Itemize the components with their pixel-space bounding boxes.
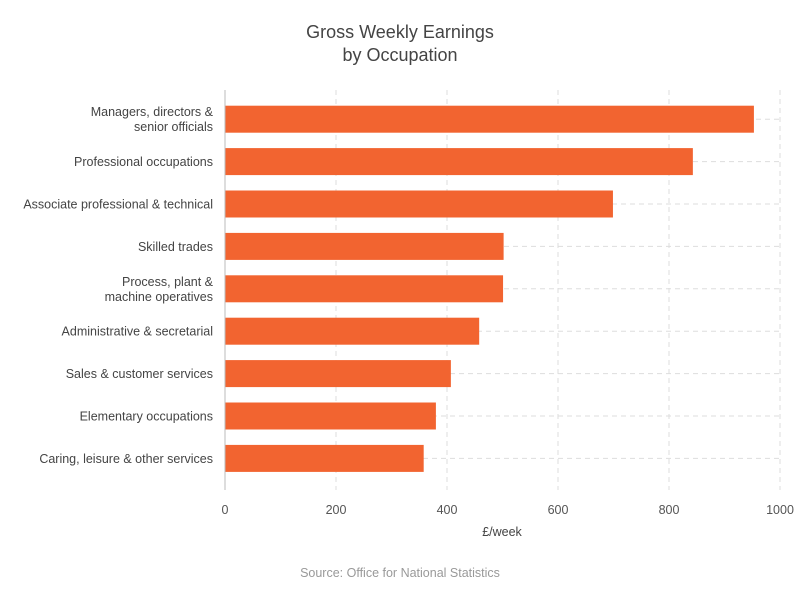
bar [225,232,504,260]
category-label: Elementary occupations [80,410,213,424]
category-label: Caring, leisure & other services [39,452,213,466]
x-tick-label: 800 [659,503,680,517]
category-label: Process, plant & [122,275,214,289]
bar [225,444,424,472]
chart-title-line-2: by Occupation [342,45,457,65]
chart-title: Gross Weekly Earnings by Occupation [306,22,494,65]
category-label: senior officials [134,120,213,134]
x-tick-label: 200 [326,503,347,517]
bar [225,148,693,176]
category-label: Managers, directors & [91,105,214,119]
bars [225,105,754,472]
x-tick-label: 400 [437,503,458,517]
bar [225,402,436,430]
category-label: Skilled trades [138,240,213,254]
bar [225,105,754,133]
category-label: Sales & customer services [66,367,213,381]
category-label: Professional occupations [74,155,213,169]
category-labels: Managers, directors &senior officials Pro… [23,105,213,466]
bar [225,360,451,388]
category-label: Associate professional & technical [23,198,213,212]
category-label: Administrative & secretarial [62,325,213,339]
bar [225,190,613,218]
x-tick-label: 600 [548,503,569,517]
x-axis-label: £/week [482,525,522,539]
x-tick-label: 1000 [766,503,794,517]
category-label: machine operatives [105,290,213,304]
bar [225,275,504,303]
source-note: Source: Office for National Statistics [300,566,500,580]
x-axis-ticks: 0 200 400 600 800 1000 [222,503,794,517]
bar [225,317,480,345]
chart-title-line-1: Gross Weekly Earnings [306,22,494,42]
x-tick-label: 0 [222,503,229,517]
